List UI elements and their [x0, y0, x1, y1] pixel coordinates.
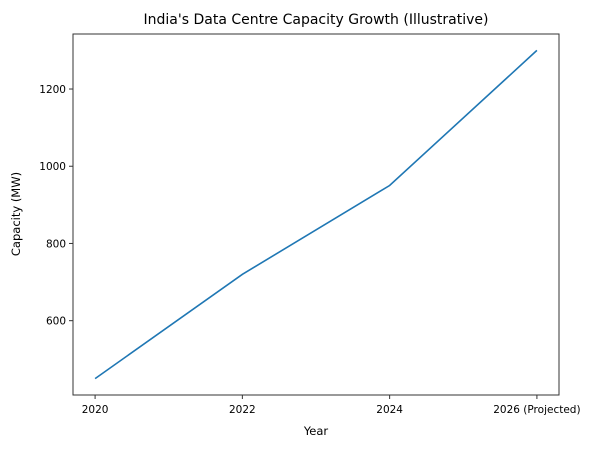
capacity-line: [94, 49, 538, 380]
x-tick-label: 2024: [376, 404, 403, 416]
x-tick-label: 2020: [82, 404, 109, 416]
y-tick-label: 600: [46, 316, 66, 328]
y-axis: 600 800 1000 1200: [39, 84, 73, 328]
chart-title: India's Data Centre Capacity Growth (Ill…: [144, 12, 489, 28]
y-axis-label: Capacity (MW): [9, 172, 23, 256]
x-axis-label: Year: [303, 424, 329, 438]
x-tick-label: 2022: [229, 404, 256, 416]
x-axis: 2020 2022 2024 2026 (Projected): [82, 395, 581, 416]
y-tick-label: 1200: [39, 84, 66, 96]
x-tick-label: 2026 (Projected): [493, 404, 580, 416]
y-tick-label: 1000: [39, 161, 66, 173]
y-tick-label: 800: [46, 238, 66, 250]
plot-area: [72, 33, 560, 396]
